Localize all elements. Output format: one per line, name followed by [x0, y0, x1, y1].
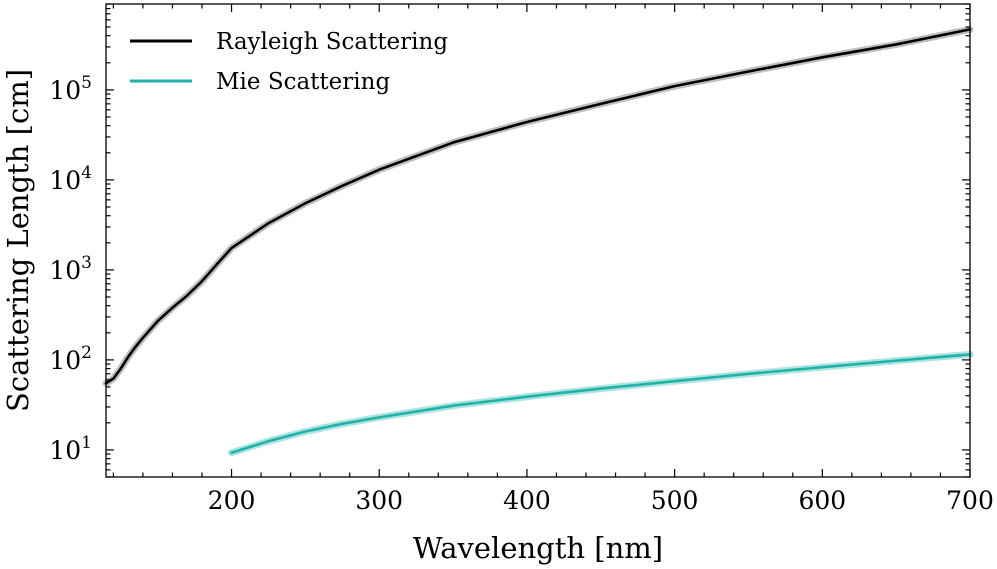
x-tick-label: 500 [651, 486, 699, 515]
x-tick-label: 300 [355, 486, 403, 515]
y-tick-label: 103 [49, 253, 92, 285]
series-line-0 [104, 28, 972, 385]
x-axis-label: Wavelength [nm] [413, 531, 663, 565]
plot-frame [105, 3, 971, 478]
y-tick-label: 101 [49, 433, 92, 465]
x-tick-label: 200 [208, 486, 256, 515]
axis-ticks [106, 3, 971, 478]
y-axis-label: Scattering Length [cm] [1, 69, 35, 412]
series-band-1 [228, 350, 974, 457]
x-tick-label: 600 [798, 486, 846, 515]
legend-label-0: Rayleigh Scattering [216, 29, 448, 55]
series-line-1 [230, 353, 972, 455]
series-lines [104, 28, 972, 455]
x-tick-label: 400 [503, 486, 551, 515]
legend: Rayleigh Scattering Mie Scattering [130, 29, 448, 95]
x-tick-labels: 200 300 400 500 600 700 [208, 486, 994, 515]
y-tick-labels: 101 102 103 104 105 [49, 73, 92, 465]
y-tick-label: 102 [49, 343, 92, 375]
y-tick-label: 104 [49, 163, 92, 195]
y-tick-label: 105 [49, 73, 92, 105]
legend-label-1: Mie Scattering [216, 69, 390, 95]
x-tick-label: 700 [946, 486, 994, 515]
